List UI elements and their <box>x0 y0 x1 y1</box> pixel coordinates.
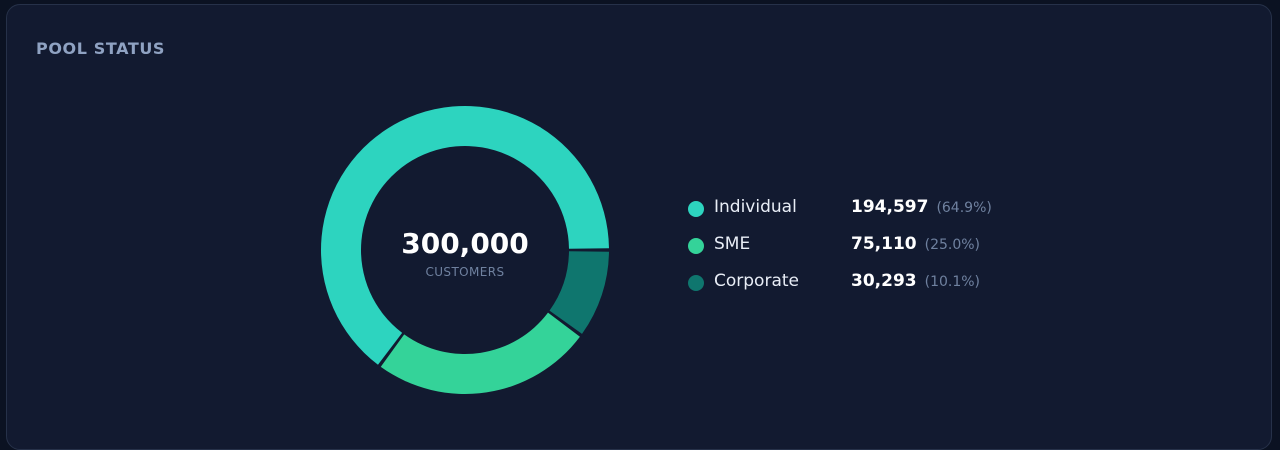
legend-percent: (25.0%) <box>924 237 981 253</box>
legend-value: 75,110 <box>851 234 917 254</box>
legend-percent: (64.9%) <box>936 200 992 216</box>
donut-slice-sme[interactable] <box>380 312 580 394</box>
donut-slice-corporate[interactable] <box>549 251 609 334</box>
legend-swatch <box>688 201 704 217</box>
chart-legend: Individual 194,597 (64.9%) SME 75,110 (25.… <box>688 197 1108 308</box>
legend-value-group: 75,110 (25.0%) <box>851 234 980 254</box>
legend-swatch <box>688 238 704 254</box>
legend-label: Corporate <box>714 271 799 291</box>
legend-label: Individual <box>714 197 797 217</box>
card-title: POOL STATUS <box>36 39 166 58</box>
legend-value: 30,293 <box>851 271 917 291</box>
legend-value-group: 194,597 (64.9%) <box>851 197 992 217</box>
legend-item-corporate[interactable]: Corporate 30,293 (10.1%) <box>688 271 1108 308</box>
donut-slice-individual[interactable] <box>321 106 609 365</box>
center-label: CUSTOMERS <box>425 265 504 279</box>
donut-slices <box>321 106 609 394</box>
center-total: 300,000 <box>401 227 529 260</box>
legend-swatch <box>688 275 704 291</box>
legend-percent: (10.1%) <box>924 274 981 290</box>
legend-item-individual[interactable]: Individual 194,597 (64.9%) <box>688 197 1108 234</box>
legend-item-sme[interactable]: SME 75,110 (25.0%) <box>688 234 1108 271</box>
legend-value-group: 30,293 (10.1%) <box>851 271 980 291</box>
legend-label: SME <box>714 234 751 254</box>
legend-value: 194,597 <box>851 197 929 217</box>
pool-status-card: POOL STATUS <box>6 4 1272 450</box>
